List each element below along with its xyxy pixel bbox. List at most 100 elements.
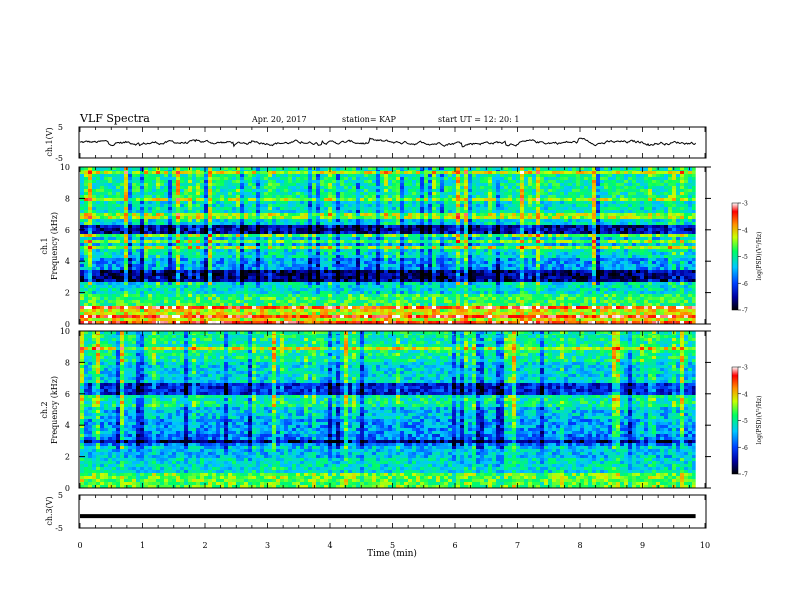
- spectrogram-cell: [524, 243, 528, 246]
- spectrogram-cell: [596, 309, 600, 312]
- spectrogram-cell: [92, 300, 96, 303]
- spectrogram-cell: [484, 291, 488, 294]
- spectrogram-cell: [276, 258, 280, 261]
- spectrogram-cell: [536, 231, 540, 234]
- spectrogram-cell: [100, 291, 104, 294]
- spectrogram-cell: [344, 255, 348, 258]
- spectrogram-cell: [348, 312, 352, 315]
- spectrogram-cell: [180, 273, 184, 276]
- spectrogram-cell: [168, 249, 172, 252]
- spectrogram-cell: [112, 318, 116, 321]
- spectrogram-cell: [524, 288, 528, 291]
- spectrogram-cell: [592, 267, 596, 270]
- spectrogram-cell: [424, 228, 428, 231]
- spectrogram-cell: [164, 246, 168, 249]
- spectrogram-cell: [564, 303, 568, 306]
- spectrogram-cell: [128, 261, 132, 264]
- spectrogram-cell: [84, 261, 88, 264]
- spectrogram-cell: [636, 249, 640, 252]
- spectrogram-cell: [568, 231, 572, 234]
- spectrogram-cell: [544, 228, 548, 231]
- spectrogram-cell: [80, 282, 84, 285]
- spectrogram-cell: [512, 258, 516, 261]
- spectrogram-cell: [676, 255, 680, 258]
- spectrogram-cell: [112, 297, 116, 300]
- spectrogram-cell: [420, 282, 424, 285]
- spectrogram-cell: [188, 285, 192, 288]
- spectrogram-cell: [236, 228, 240, 231]
- spectrogram-cell: [404, 306, 408, 309]
- spectrogram-cell: [504, 249, 508, 252]
- spectrogram-cell: [280, 300, 284, 303]
- spectrogram-cell: [540, 306, 544, 309]
- spectrogram-cell: [92, 285, 96, 288]
- spectrogram-cell: [248, 309, 252, 312]
- spectrogram-cell: [440, 270, 444, 273]
- spectrogram-cell: [224, 270, 228, 273]
- spectrogram-cell: [520, 258, 524, 261]
- spectrogram-cell: [520, 312, 524, 315]
- spectrogram-cell: [640, 234, 644, 237]
- spectrogram-cell: [440, 315, 444, 318]
- spectrogram-cell: [108, 240, 112, 243]
- spectrogram-cell: [552, 231, 556, 234]
- spectrogram-cell: [460, 240, 464, 243]
- spectrogram-cell: [348, 294, 352, 297]
- spectrogram-cell: [608, 273, 612, 276]
- spectrogram-cell: [592, 291, 596, 294]
- spectrogram-cell: [432, 288, 436, 291]
- spectrogram-cell: [464, 273, 468, 276]
- spectrogram-cell: [128, 267, 132, 270]
- spectrogram-cell: [148, 231, 152, 234]
- spectrogram-cell: [612, 288, 616, 291]
- ch1-spectrogram-image: [80, 167, 696, 324]
- spectrogram-cell: [228, 231, 232, 234]
- spectrogram-cell: [412, 285, 416, 288]
- spectrogram-cell: [464, 234, 468, 237]
- spectrogram-cell: [436, 258, 440, 261]
- spectrogram-cell: [440, 273, 444, 276]
- spectrogram-cell: [468, 321, 472, 324]
- spectrogram-cell: [652, 318, 656, 321]
- spectrogram-cell: [464, 240, 468, 243]
- spectrogram-cell: [280, 225, 284, 228]
- spectrogram-cell: [344, 231, 348, 234]
- spectrogram-cell: [512, 315, 516, 318]
- spectrogram-cell: [608, 270, 612, 273]
- spectrogram-cell: [472, 312, 476, 315]
- spectrogram-cell: [600, 255, 604, 258]
- spectrogram-cell: [296, 243, 300, 246]
- spectrogram-cell: [692, 294, 696, 297]
- spectrogram-cell: [340, 300, 344, 303]
- spectrogram-cell: [588, 282, 592, 285]
- spectrogram-cell: [376, 318, 380, 321]
- spectrogram-cell: [176, 282, 180, 285]
- spectrogram-cell: [540, 285, 544, 288]
- spectrogram-cell: [620, 264, 624, 267]
- spectrogram-cell: [404, 249, 408, 252]
- spectrogram-cell: [264, 306, 268, 309]
- spectrogram-cell: [368, 264, 372, 267]
- spectrogram-cell: [252, 273, 256, 276]
- spectrogram-cell: [424, 306, 428, 309]
- spectrogram-cell: [380, 270, 384, 273]
- spectrogram-cell: [520, 306, 524, 309]
- spectrogram-cell: [628, 300, 632, 303]
- spectrogram-cell: [200, 312, 204, 315]
- spectrogram-cell: [460, 231, 464, 234]
- spectrogram-cell: [300, 306, 304, 309]
- spectrogram-cell: [676, 300, 680, 303]
- spectrogram-cell: [308, 246, 312, 249]
- spectrogram-cell: [560, 249, 564, 252]
- spectrogram-cell: [392, 279, 396, 282]
- spectrogram-cell: [340, 279, 344, 282]
- spectrogram-cell: [580, 264, 584, 267]
- spectrogram-cell: [404, 234, 408, 237]
- spectrogram-cell: [324, 279, 328, 282]
- spectrogram-cell: [148, 297, 152, 300]
- spectrogram-cell: [276, 303, 280, 306]
- spectrogram-cell: [400, 228, 404, 231]
- spectrogram-cell: [216, 231, 220, 234]
- spectrogram-cell: [596, 234, 600, 237]
- spectrogram-cell: [528, 234, 532, 237]
